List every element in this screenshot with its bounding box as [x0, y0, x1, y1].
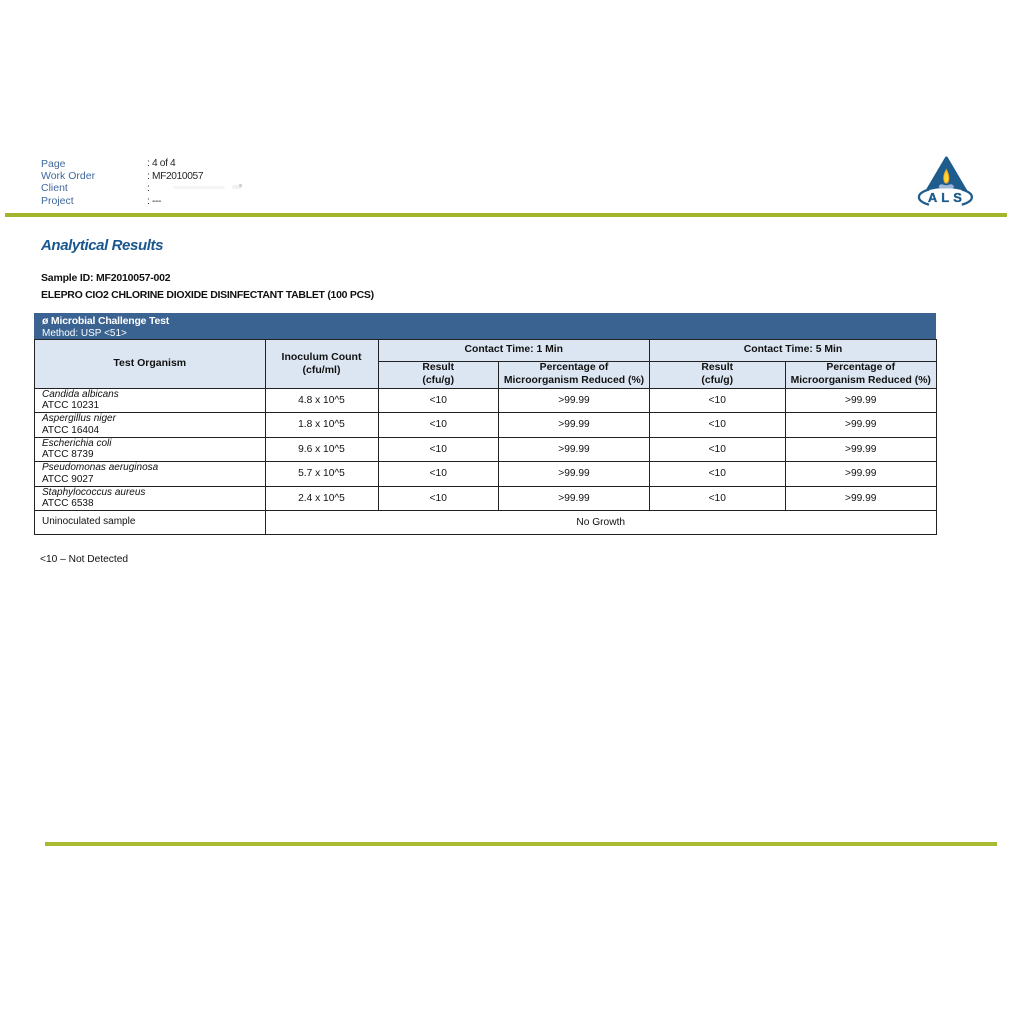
svg-text:ALS: ALS [928, 190, 966, 205]
